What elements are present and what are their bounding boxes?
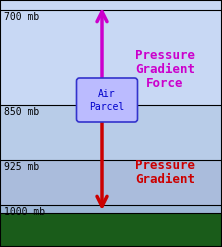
Text: Pressure: Pressure [135, 159, 195, 171]
Text: Force: Force [146, 77, 184, 89]
Text: Gradient: Gradient [135, 62, 195, 76]
Text: Parcel: Parcel [89, 102, 125, 112]
Bar [0, 0, 222, 105]
Text: Gradient: Gradient [135, 172, 195, 185]
Text: 925 mb: 925 mb [4, 162, 39, 172]
FancyBboxPatch shape [77, 78, 137, 122]
Bar [0, 205, 222, 213]
Text: 700 mb: 700 mb [4, 12, 39, 22]
Bar [0, 160, 222, 205]
Bar [0, 213, 222, 247]
Bar [0, 105, 222, 160]
Text: Pressure: Pressure [135, 48, 195, 62]
Text: 850 mb: 850 mb [4, 107, 39, 117]
Text: Air: Air [98, 89, 116, 99]
Text: 1000 mb: 1000 mb [4, 207, 45, 217]
